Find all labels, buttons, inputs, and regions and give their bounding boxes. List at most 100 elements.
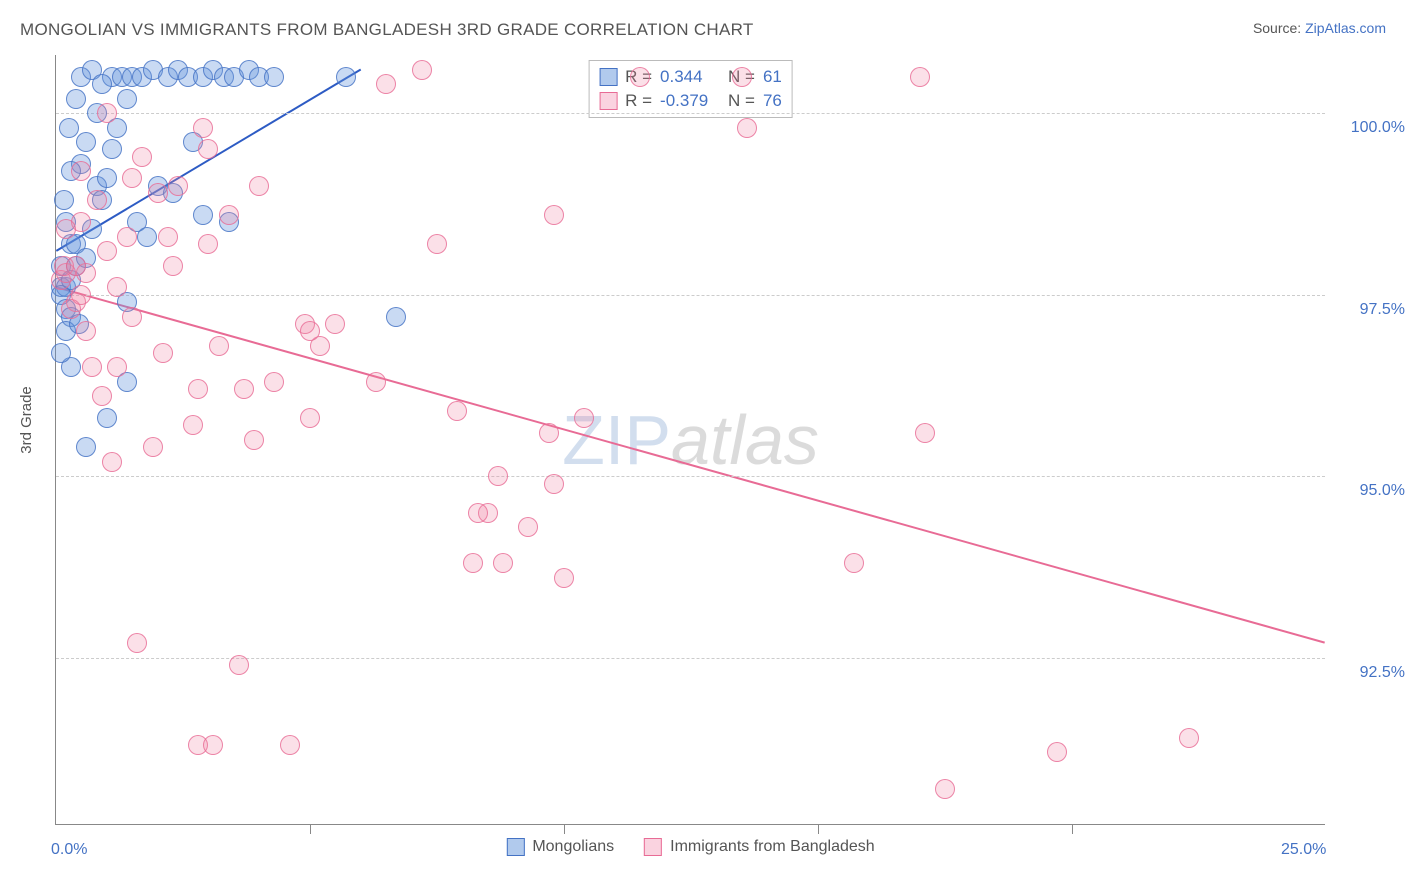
data-point [71,161,91,181]
swatch-icon [599,68,617,86]
data-point [143,437,163,457]
correlation-legend: R =0.344N =61R =-0.379N =76 [588,60,793,118]
y-tick-label: 92.5% [1335,664,1405,682]
data-point [97,168,117,188]
y-axis-label: 3rd Grade [18,386,35,454]
x-tick-mark [1072,824,1073,834]
y-tick-label: 95.0% [1335,482,1405,500]
data-point [203,735,223,755]
data-point [844,553,864,573]
swatch-icon [506,838,524,856]
data-point [54,190,74,210]
gridline [56,295,1325,296]
source-label: Source: [1253,20,1301,36]
data-point [102,139,122,159]
x-tick-mark [564,824,565,834]
data-point [554,568,574,588]
series-legend: Mongolians Immigrants from Bangladesh [506,838,874,856]
legend-item-mongolians: Mongolians [506,838,614,856]
data-point [264,372,284,392]
data-point [122,168,142,188]
data-point [92,74,112,94]
swatch-icon [599,92,617,110]
data-point [732,67,752,87]
data-point [51,343,71,363]
data-point [117,227,137,247]
chart-title: MONGOLIAN VS IMMIGRANTS FROM BANGLADESH … [20,20,754,40]
data-point [468,503,488,523]
data-point [366,372,386,392]
data-point [97,103,117,123]
data-point [574,408,594,428]
data-point [376,74,396,94]
data-point [56,219,76,239]
data-point [158,227,178,247]
data-point [148,183,168,203]
gridline [56,113,1325,114]
data-point [137,227,157,247]
data-point [336,67,356,87]
data-point [935,779,955,799]
data-point [488,466,508,486]
gridline [56,476,1325,477]
data-point [518,517,538,537]
trend-line [56,287,1324,642]
data-point [198,139,218,159]
correlation-row: R =0.344N =61 [599,65,782,89]
data-point [82,357,102,377]
data-point [188,379,208,399]
data-point [59,118,79,138]
legend-label: Immigrants from Bangladesh [670,838,875,856]
data-point [219,205,239,225]
data-point [447,401,467,421]
data-point [412,60,432,80]
data-point [1047,742,1067,762]
source-link[interactable]: ZipAtlas.com [1305,20,1386,36]
data-point [66,89,86,109]
n-value: 61 [763,67,782,87]
source-attribution: Source: ZipAtlas.com [1253,20,1386,36]
y-tick-label: 97.5% [1335,301,1405,319]
watermark: ZIPatlas [562,400,819,480]
n-value: 76 [763,91,782,111]
data-point [300,321,320,341]
data-point [193,205,213,225]
data-point [76,437,96,457]
data-point [544,474,564,494]
data-point [386,307,406,327]
data-point [97,241,117,261]
r-label: R = [625,91,652,111]
data-point [1179,728,1199,748]
y-tick-label: 100.0% [1335,119,1405,137]
data-point [463,553,483,573]
data-point [737,118,757,138]
x-tick-label: 0.0% [51,841,87,859]
data-point [427,234,447,254]
correlation-row: R =-0.379N =76 [599,89,782,113]
data-point [493,553,513,573]
legend-label: Mongolians [532,838,614,856]
data-point [87,190,107,210]
data-point [163,256,183,276]
data-point [97,408,117,428]
legend-item-bangladesh: Immigrants from Bangladesh [644,838,875,856]
data-point [168,176,188,196]
data-point [183,415,203,435]
r-value: -0.379 [660,91,720,111]
data-point [300,408,320,428]
x-tick-mark [310,824,311,834]
r-value: 0.344 [660,67,720,87]
data-point [153,343,173,363]
data-point [71,285,91,305]
data-point [910,67,930,87]
data-point [198,234,218,254]
data-point [539,423,559,443]
data-point [325,314,345,334]
data-point [249,176,269,196]
data-point [117,89,137,109]
trend-line [56,70,360,251]
scatter-plot-area: ZIPatlas R =0.344N =61R =-0.379N =76 Mon… [55,55,1325,825]
data-point [66,256,86,276]
swatch-icon [644,838,662,856]
x-tick-mark [818,824,819,834]
